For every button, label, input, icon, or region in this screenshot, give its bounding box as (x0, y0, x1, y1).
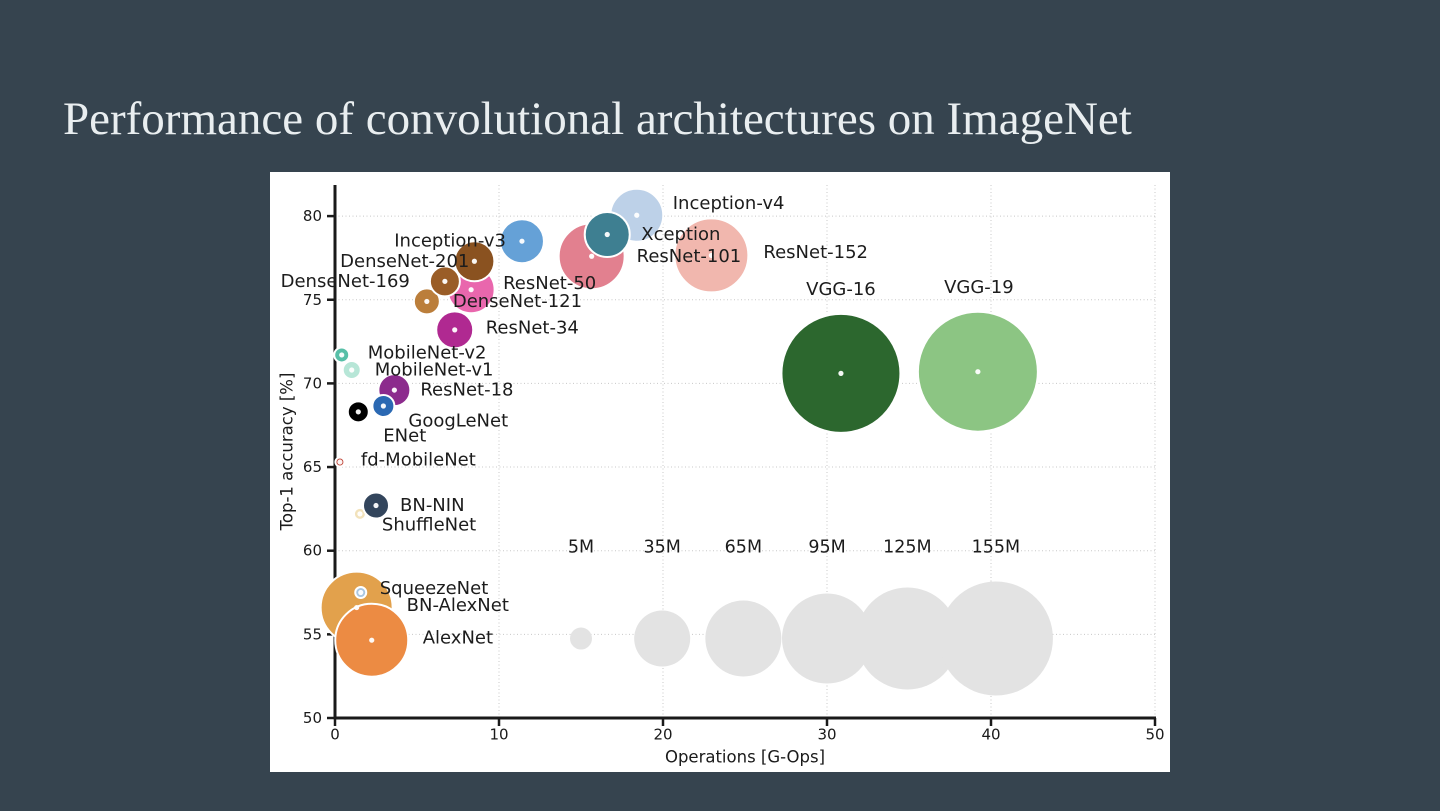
bubble-label-vgg-19: VGG-19 (944, 277, 1014, 298)
bubble-center-dot (589, 253, 595, 259)
bubble-label-enet: ENet (383, 425, 426, 446)
bubble-center-dot (452, 327, 458, 333)
legend-bubble-155M (938, 581, 1053, 696)
bubble-label-vgg-16: VGG-16 (806, 279, 876, 300)
y-tick-label: 65 (303, 458, 322, 476)
y-tick-label: 75 (303, 291, 322, 309)
bubble-center-dot (354, 604, 360, 611)
chart-area: 50 55 60 65 70 75 80 0 10 20 30 40 50 Operations [G-O… (270, 172, 1170, 772)
bubble-center-dot (358, 589, 364, 596)
bubble-center-dot (424, 298, 430, 305)
bubble-label-alexnet: AlexNet (423, 628, 493, 649)
bubble-label-inception-v3: Inception-v3 (394, 231, 506, 252)
legend-label-35M: 35M (643, 537, 680, 557)
bubble-center-dot (708, 252, 714, 259)
bubble-center-dot (604, 231, 610, 238)
y-tick-label: 55 (303, 625, 322, 643)
bubble-chart: 50 55 60 65 70 75 80 0 10 20 30 40 50 Operations [G-O… (278, 185, 1165, 767)
x-tick-label: 10 (489, 726, 508, 744)
bubble-label-inception-v4: Inception-v4 (673, 193, 785, 214)
bubble-label-resnet-101: ResNet-101 (637, 246, 742, 267)
bubble-label-densenet-121: DenseNet-121 (453, 291, 582, 312)
bubble-center-dot (349, 367, 355, 373)
legend-bubble-35M (634, 610, 691, 667)
bubble-label-bn-nin: BN-NIN (400, 495, 465, 516)
bubble-center-dot (380, 403, 386, 409)
y-tick-label: 80 (303, 207, 322, 225)
bubble-label-bn-alexnet: BN-AlexNet (407, 595, 509, 616)
x-tick-label: 40 (981, 726, 1000, 744)
bubble-label-mobilenet-v2: MobileNet-v2 (368, 342, 487, 363)
bubble-center-dot (391, 387, 397, 393)
bubble-center-dot (471, 258, 477, 264)
bubble-center-dot (357, 511, 363, 517)
y-axis-title: Top-1 accuracy [%] (278, 373, 297, 532)
bubble-label-densenet-201: DenseNet-201 (340, 251, 469, 272)
legend-bubble-125M (856, 587, 959, 690)
x-tick-label: 30 (817, 726, 836, 744)
y-tick-label: 70 (303, 374, 322, 392)
bubble-center-dot (442, 278, 448, 284)
legend-bubble-95M (782, 593, 872, 684)
bubble-label-resnet-18: ResNet-18 (420, 380, 513, 401)
bubble-label-googlenet: GoogLeNet (408, 410, 508, 431)
bubble-label-mobilenet-v1: MobileNet-v1 (375, 360, 494, 381)
bubble-center-dot (838, 370, 844, 376)
y-tick-label: 60 (303, 542, 322, 560)
legend-bubble-65M (705, 600, 782, 677)
bubble-label-densenet-169: DenseNet-169 (281, 271, 410, 292)
legend-bubble-5M (570, 627, 592, 650)
bubble-center-dot (468, 287, 474, 293)
legend-label-95M: 95M (808, 537, 845, 557)
bubble-label-xception: Xception (641, 224, 720, 245)
legend-label-65M: 65M (725, 537, 762, 557)
bubble-center-dot (373, 502, 379, 509)
bubble-center-dot (519, 238, 525, 244)
bubble-label-squeezenet: SqueezeNet (380, 578, 489, 599)
x-tick-label: 0 (330, 726, 340, 744)
legend-label-5M: 5M (568, 537, 594, 557)
page-title: Performance of convolutional architectur… (63, 93, 1132, 145)
bubble-center-dot (975, 369, 981, 375)
legend-label-125M: 125M (883, 537, 932, 557)
bubble-center-dot (339, 352, 345, 358)
bubble-label-resnet-50: ResNet-50 (503, 273, 596, 294)
bubble-center-dot (355, 409, 361, 415)
x-axis-title: Operations [G-Ops] (665, 748, 825, 767)
bubble-label-fd-mobilenet: fd-MobileNet (361, 450, 476, 471)
x-tick-label: 20 (653, 726, 672, 744)
legend-label-155M: 155M (972, 537, 1021, 557)
bubble-label-shufflenet: ShuffleNet (382, 514, 476, 535)
bubble-center-dot (337, 459, 343, 465)
bubble-center-dot (369, 637, 375, 643)
bubble-label-resnet-34: ResNet-34 (486, 317, 579, 338)
x-tick-label: 50 (1145, 726, 1164, 744)
y-tick-label: 50 (303, 709, 322, 727)
bubble-center-dot (634, 212, 640, 218)
bubble-label-resnet-152: ResNet-152 (763, 242, 868, 263)
